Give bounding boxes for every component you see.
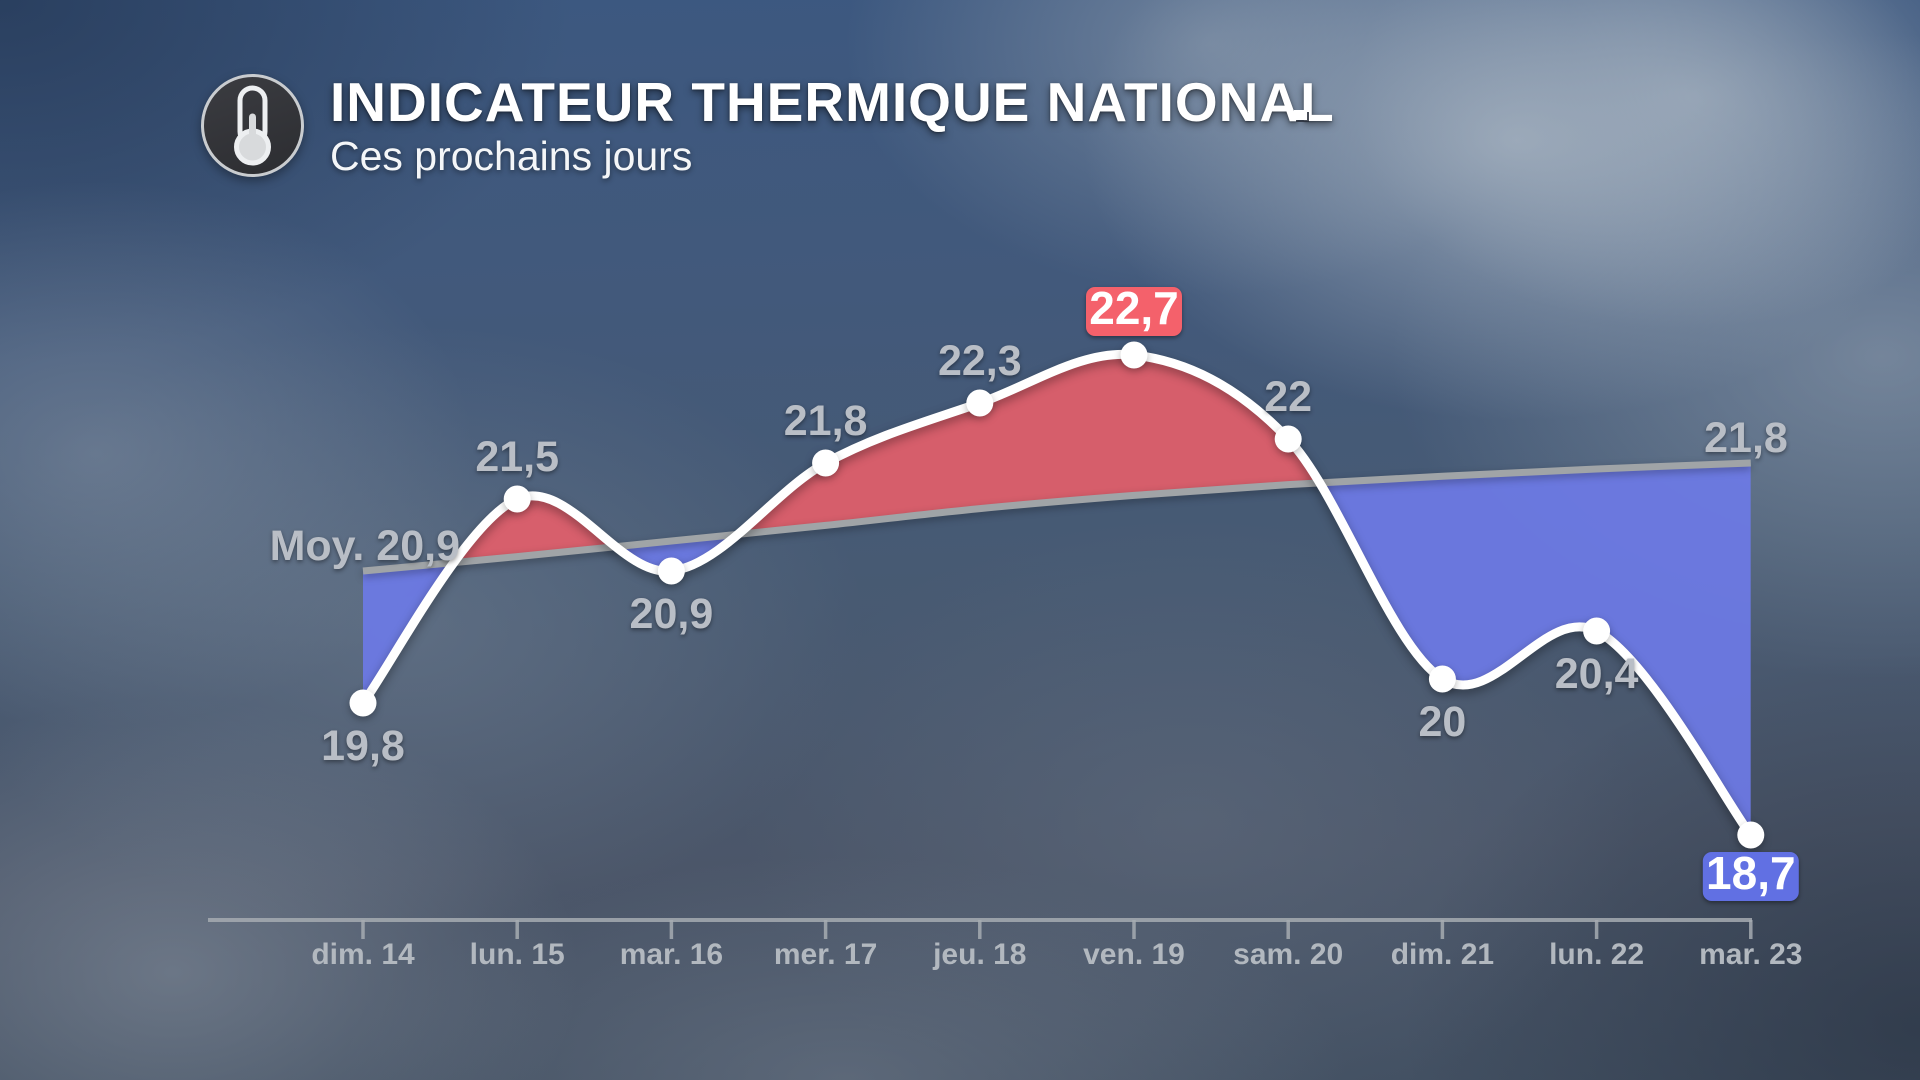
max-value-badge: 22,7 bbox=[1086, 282, 1182, 336]
x-axis-label: ven. 19 bbox=[1083, 938, 1185, 971]
data-point-marker bbox=[1428, 665, 1456, 693]
data-point-label: 21,5 bbox=[475, 433, 559, 481]
background-artifact bbox=[1294, 110, 1307, 120]
page-title: INDICATEUR THERMIQUE NATIONAL bbox=[330, 71, 1335, 133]
data-point-marker bbox=[812, 449, 840, 477]
data-point-marker bbox=[1274, 425, 1302, 453]
data-point-marker bbox=[1737, 821, 1765, 849]
x-axis-label: jeu. 18 bbox=[932, 938, 1026, 971]
data-point-label: 21,8 bbox=[784, 397, 868, 445]
average-end-label: 21,8 bbox=[1704, 414, 1788, 462]
data-point-label: 22 bbox=[1264, 373, 1312, 421]
data-point-marker bbox=[349, 689, 377, 717]
x-axis-label: mar. 16 bbox=[620, 938, 723, 971]
min-value-badge: 18,7 bbox=[1702, 847, 1799, 901]
data-point-marker bbox=[1120, 341, 1148, 369]
x-axis-label: mer. 17 bbox=[774, 938, 877, 971]
svg-text:18,7: 18,7 bbox=[1706, 847, 1796, 899]
below-average-area bbox=[363, 463, 1751, 835]
data-point-label: 20,9 bbox=[630, 590, 714, 638]
data-point-marker bbox=[657, 557, 685, 585]
thermometer-icon bbox=[201, 74, 304, 177]
data-point-label: 22,3 bbox=[938, 337, 1022, 385]
x-axis-label: lun. 22 bbox=[1549, 938, 1644, 971]
temperature-line bbox=[358, 349, 1756, 840]
data-point-marker bbox=[966, 389, 994, 417]
data-point-marker bbox=[503, 485, 531, 513]
data-point-label: 20 bbox=[1418, 698, 1466, 746]
average-line bbox=[362, 459, 1751, 575]
data-point-marker bbox=[1583, 617, 1611, 645]
data-point-label: 19,8 bbox=[321, 722, 405, 770]
x-axis-label: lun. 15 bbox=[470, 938, 565, 971]
x-axis-label: sam. 20 bbox=[1233, 938, 1343, 971]
average-start-label: Moy. 20,9 bbox=[270, 522, 460, 570]
x-axis-label: mar. 23 bbox=[1699, 938, 1802, 971]
svg-text:22,7: 22,7 bbox=[1089, 282, 1179, 334]
x-axis-label: dim. 14 bbox=[311, 938, 415, 971]
data-point-label: 20,4 bbox=[1555, 650, 1639, 698]
x-axis: dim. 14 lun. 15 mar. 16 mer. 17 jeu. 18 ven. … bbox=[208, 918, 1803, 971]
page-subtitle: Ces prochains jours bbox=[330, 133, 693, 179]
x-axis-label: dim. 21 bbox=[1391, 938, 1494, 971]
thermometer-glyph bbox=[234, 85, 271, 166]
above-average-area bbox=[363, 354, 1751, 571]
